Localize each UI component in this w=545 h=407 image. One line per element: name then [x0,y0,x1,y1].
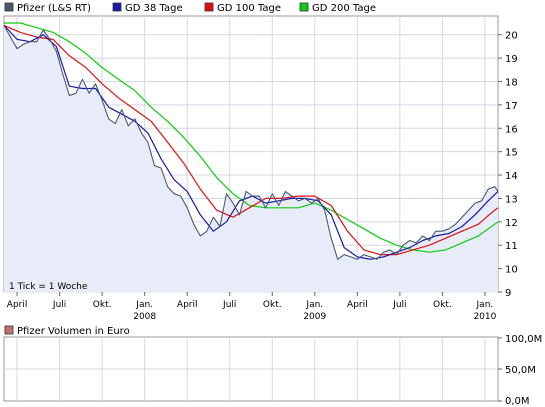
price-y-tick-label: 16 [505,124,518,135]
price-y-tick-label: 10 [505,265,518,276]
price-x-tick-label: April [7,300,28,310]
price-x-tick-label: Juli [392,300,406,310]
legend-swatch [204,2,214,12]
series-line-gd-200-tage [4,22,499,253]
price-x-tick-label: April [347,300,368,310]
price-x-year-label: 2009 [303,312,326,322]
legend-label: GD 100 Tage [217,3,281,14]
price-x-tick-label: April [177,300,198,310]
volume-legend-swatch [4,325,14,335]
tick-annotation: 1 Tick = 1 Woche [9,282,88,292]
price-x-ticks: April Juli Okt. Jan. 2008 April Juli Okt. Jan. 20… [7,292,497,322]
price-x-tick-label: Jan. [135,300,153,310]
legend-swatch [299,2,309,12]
price-area [4,25,498,293]
volume-y-ticks: 100,0M 50,0M 0,0M [498,334,542,407]
price-y-tick-label: 19 [505,54,518,65]
price-x-tick-label: Okt. [263,300,282,310]
legend-swatch [112,2,122,12]
legend-swatch [4,2,14,12]
price-y-tick-label: 11 [505,241,518,252]
volume-y-tick-label: 100,0M [505,334,542,345]
price-x-tick-label: Juli [222,300,236,310]
price-lines [3,22,499,260]
volume-grid [4,337,498,401]
price-y-ticks: 9 10 11 12 13 14 15 16 17 18 19 20 [498,31,518,299]
series-line-pfizer-l-s-rt [3,25,499,260]
price-y-tick-label: 17 [505,101,518,112]
price-x-year-label: 2008 [133,312,156,322]
price-x-tick-label: Juli [52,300,66,310]
price-x-tick-label: Jan. [476,300,494,310]
price-y-tick-label: 13 [505,194,518,205]
legend-label: Pfizer (L&S RT) [17,3,91,14]
price-x-tick-label: Jan. [305,300,323,310]
legend-label: GD 200 Tage [312,3,376,14]
price-y-tick-label: 12 [505,218,518,229]
price-y-tick-label: 9 [505,288,511,299]
volume-legend: Pfizer Volumen in Euro [4,325,130,337]
price-y-tick-label: 20 [505,31,518,42]
volume-y-tick-label: 50,0M [505,365,536,376]
price-y-tick-label: 15 [505,148,518,159]
legend-label: GD 38 Tage [125,3,183,14]
volume-y-tick-label: 0,0M [505,396,530,407]
price-x-year-label: 2010 [473,312,496,322]
series-line-gd-100-tage [3,24,499,256]
price-x-tick-label: Okt. [433,300,452,310]
price-legend: Pfizer (L&S RT) GD 38 Tage GD 100 Tage GD 2… [4,2,376,14]
price-x-tick-label: Okt. [93,300,112,310]
price-area-fill [4,25,498,293]
price-y-tick-label: 18 [505,77,518,88]
price-y-tick-label: 14 [505,171,518,182]
volume-legend-label: Pfizer Volumen in Euro [17,326,130,337]
